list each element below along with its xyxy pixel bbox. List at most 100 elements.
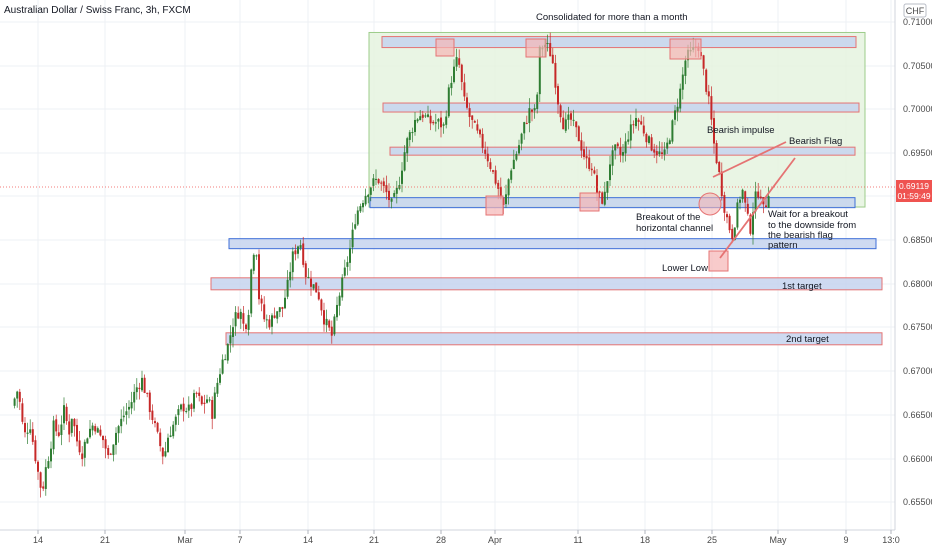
candle-body	[167, 437, 169, 453]
candle-body	[497, 182, 500, 189]
annotation-2nd-target: 2nd target	[786, 334, 829, 345]
candle-body	[70, 418, 73, 433]
candle-body	[445, 116, 448, 125]
candle-body	[151, 410, 154, 421]
candle-body	[440, 117, 442, 128]
candle-body	[247, 314, 250, 330]
time-axis[interactable]: 14 21 Mar 7 14 21 28 Apr 11 18 25 May 9 13:0	[33, 530, 900, 545]
candle-body	[393, 193, 396, 197]
candle-body	[258, 254, 260, 300]
annotation-1st-target: 1st target	[782, 281, 822, 292]
candle-body	[767, 196, 770, 208]
candle-body	[424, 115, 427, 117]
candle-body	[557, 86, 559, 105]
consolidation-channel	[368, 31, 866, 208]
candle-body	[723, 195, 726, 213]
candle-body	[39, 472, 42, 488]
candle-body	[141, 377, 143, 391]
candle-body	[590, 168, 593, 171]
annotation-wait-1: Wait for a breakout	[768, 209, 848, 220]
candle-body	[112, 444, 115, 456]
candle-body	[229, 335, 232, 344]
candle-body	[489, 162, 492, 169]
candle-body	[575, 121, 578, 128]
candle-body	[291, 251, 294, 273]
time-tick-label: 14	[33, 535, 43, 545]
candle-body	[250, 269, 253, 314]
candle-body	[744, 191, 747, 203]
candle-body	[211, 400, 214, 419]
candle-body	[120, 418, 123, 427]
candle-body	[427, 114, 429, 117]
candle-body	[42, 486, 45, 489]
candle-body	[437, 119, 440, 122]
candle-body	[507, 179, 510, 196]
candle-body	[182, 403, 185, 412]
candle-body	[388, 190, 390, 200]
candle-body	[310, 278, 312, 287]
candle-body	[419, 116, 422, 121]
candle-body	[611, 150, 614, 166]
candle-body	[473, 121, 476, 123]
annotation-bearish-impulse: Bearish impulse	[707, 125, 775, 136]
candle-body	[307, 276, 310, 278]
candle-body	[31, 429, 34, 442]
level-channel-top	[381, 36, 857, 49]
candle-body	[65, 406, 68, 422]
candle-body	[713, 118, 715, 144]
candle-body	[47, 461, 50, 469]
candle-body	[104, 439, 107, 449]
candle-body	[627, 139, 630, 142]
candle-body	[603, 191, 606, 205]
candle-body	[323, 310, 325, 325]
candle-body	[596, 175, 598, 193]
candle-body	[24, 423, 26, 433]
annotation-consolidated: Consolidated for more than a month	[536, 12, 688, 23]
candle-body	[302, 243, 305, 265]
time-tick-label: 21	[100, 535, 110, 545]
candle-body	[109, 453, 112, 455]
candle-body	[338, 295, 341, 306]
candle-body	[731, 228, 734, 240]
candle-body	[156, 422, 159, 432]
annotation-lower-low: Lower Low	[662, 263, 708, 274]
candle-body	[648, 136, 650, 143]
time-tick-label: 28	[436, 535, 446, 545]
candle-body	[268, 319, 271, 328]
candle-body	[317, 292, 320, 300]
candle-body	[169, 435, 172, 437]
candle-body	[354, 224, 357, 229]
candle-body	[520, 133, 523, 144]
swing-low-box-1	[485, 195, 504, 216]
candle-body	[598, 191, 601, 193]
candle-body	[99, 429, 102, 436]
level-channel-bottom	[369, 197, 856, 209]
candle-body	[632, 124, 635, 126]
price-axis[interactable]: 0.710000.705000.700000.695000.690000.685…	[903, 17, 932, 507]
candle-body	[416, 119, 419, 122]
candle-body	[536, 94, 539, 110]
candle-body	[666, 142, 669, 149]
candle-body	[193, 393, 195, 409]
level-support	[228, 238, 877, 250]
candle-body	[154, 421, 156, 424]
candle-body	[341, 277, 344, 298]
candle-body	[91, 425, 94, 431]
candle-body	[102, 435, 104, 441]
candle-body	[187, 404, 190, 411]
candle-body	[26, 432, 29, 434]
candle-body	[390, 198, 393, 202]
candle-body	[741, 189, 744, 200]
candle-body	[299, 245, 302, 248]
candles	[13, 32, 770, 498]
candle-body	[681, 74, 684, 90]
flag-upper-line	[712, 141, 787, 178]
candle-body	[492, 170, 494, 172]
candle-body	[720, 171, 723, 197]
